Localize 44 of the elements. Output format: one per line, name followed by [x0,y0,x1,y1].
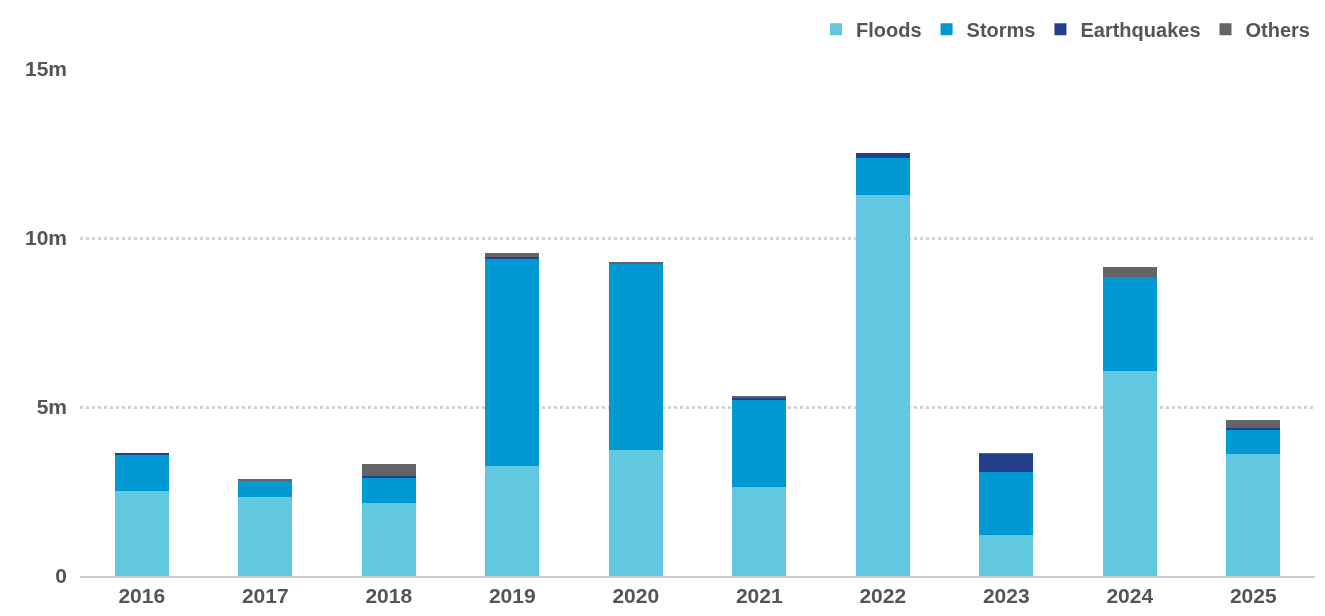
x-tick-label: 2025 [1229,584,1277,608]
bar [979,453,1034,472]
legend-label: Floods [856,19,922,42]
x-tick-label: 2020 [612,584,660,608]
bar [1102,277,1157,371]
x-tick-label: 2017 [241,584,289,608]
x-tick-label: 2022 [859,584,907,608]
x-tick-label: 2018 [365,584,413,608]
y-tick-label: 0 [55,564,67,588]
x-tick-label: 2021 [735,584,783,608]
bar [114,491,169,576]
bar [238,497,293,576]
bar [979,534,1034,576]
bar [1102,370,1157,576]
bar [1102,267,1157,278]
bar [361,503,416,576]
bar [361,477,416,504]
x-tick-label: 2019 [488,584,536,608]
bar [485,258,540,466]
bar [238,480,293,498]
bar [855,152,910,158]
bar [732,487,787,576]
bar [732,399,787,488]
y-tick-label: 15m [24,57,67,81]
bar [608,449,663,576]
x-tick-label: 2023 [982,584,1030,608]
x-tick-label: 2016 [118,584,166,608]
legend-label: Earthquakes [1080,19,1201,42]
bar [485,252,540,258]
legend-label: Others [1245,19,1310,42]
bar [361,463,416,477]
bar [855,195,910,576]
x-tick-label: 2024 [1106,584,1154,608]
bar [485,465,540,576]
bar [1226,429,1281,454]
bar [979,471,1034,535]
y-tick-label: 5m [36,395,67,419]
bar [608,263,663,450]
bar [855,157,910,196]
y-tick-label: 10m [24,226,67,250]
bar [1226,453,1281,576]
legend-label: Storms [966,19,1036,42]
bar [114,455,169,492]
bar [1226,419,1281,429]
